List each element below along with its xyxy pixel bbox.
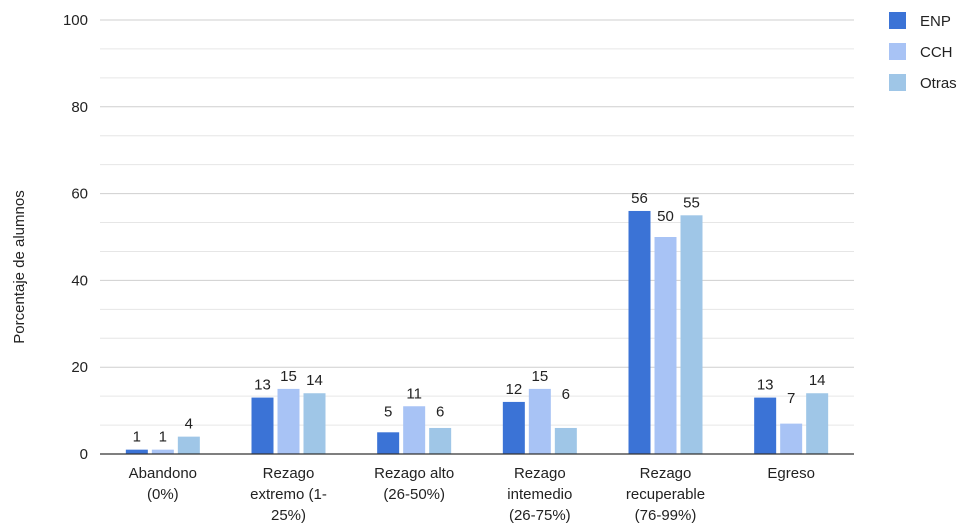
bar-cch: [403, 406, 426, 454]
bar-otras: [806, 393, 829, 454]
bar-enp: [125, 449, 148, 454]
legend-swatch: [889, 12, 906, 29]
x-category-label: Rezago alto: [374, 465, 454, 482]
bar-otras: [303, 393, 326, 454]
x-category-label: (76-99%): [635, 507, 697, 524]
y-tick-label: 60: [71, 186, 88, 203]
legend-label: CCH: [920, 44, 953, 61]
x-axis-category-labels: Abandono (0%) Rezago extremo (1- 25%) Rezago …: [129, 465, 815, 524]
x-category-label: Rezago: [640, 465, 692, 482]
y-axis-ticks: 0 20 40 60 80 100: [63, 12, 88, 463]
data-label: 13: [254, 377, 271, 394]
legend-swatch: [889, 74, 906, 91]
bar-cch: [780, 423, 803, 454]
bar-enp: [628, 210, 651, 454]
y-axis-title: Porcentaje de alumnos: [11, 190, 28, 343]
y-tick-label: 20: [71, 359, 88, 376]
x-category-label: Rezago: [514, 465, 566, 482]
data-label: 1: [133, 429, 141, 446]
x-category-label: (0%): [147, 486, 179, 503]
x-category-label: recuperable: [626, 486, 705, 503]
data-label: 5: [384, 403, 392, 420]
data-label: 1: [159, 429, 167, 446]
bar-enp: [377, 432, 400, 454]
y-tick-label: 40: [71, 272, 88, 289]
bars: [125, 210, 829, 454]
data-label: 56: [631, 190, 648, 207]
gridlines: [100, 19, 854, 426]
data-label: 12: [505, 381, 522, 398]
data-label: 7: [787, 390, 795, 407]
data-label: 13: [757, 377, 774, 394]
data-label: 50: [657, 208, 674, 225]
data-label: 14: [306, 372, 323, 389]
data-label: 15: [531, 368, 548, 385]
legend-label: Otras: [920, 75, 957, 92]
data-label: 14: [809, 372, 826, 389]
data-label: 6: [562, 386, 570, 403]
x-category-label: extremo (1-: [250, 486, 327, 503]
x-category-label: Rezago: [263, 465, 315, 482]
bar-otras: [680, 215, 703, 454]
data-label: 4: [185, 416, 193, 433]
bar-otras: [554, 427, 577, 454]
y-tick-label: 80: [71, 99, 88, 116]
x-category-label: (26-50%): [383, 486, 445, 503]
x-category-label: Egreso: [767, 465, 815, 482]
legend: ENP CCH Otras: [889, 12, 957, 92]
y-tick-label: 100: [63, 12, 88, 29]
legend-label: ENP: [920, 13, 951, 30]
y-tick-label: 0: [80, 446, 88, 463]
bar-cch: [277, 388, 300, 454]
data-label: 15: [280, 368, 297, 385]
data-label: 6: [436, 403, 444, 420]
data-label: 55: [683, 194, 700, 211]
x-category-label: intemedio: [507, 486, 572, 503]
bar-cch: [654, 237, 677, 454]
x-category-label: (26-75%): [509, 507, 571, 524]
bar-enp: [502, 401, 525, 454]
bar-cch: [151, 449, 174, 454]
legend-swatch: [889, 43, 906, 60]
bar-cch: [528, 388, 551, 454]
bar-otras: [429, 427, 452, 454]
bar-enp: [251, 397, 274, 454]
bar-enp: [754, 397, 777, 454]
bar-otras: [177, 436, 200, 454]
x-category-label: 25%): [271, 507, 306, 524]
data-label: 11: [406, 385, 422, 402]
x-category-label: Abandono: [129, 465, 197, 482]
